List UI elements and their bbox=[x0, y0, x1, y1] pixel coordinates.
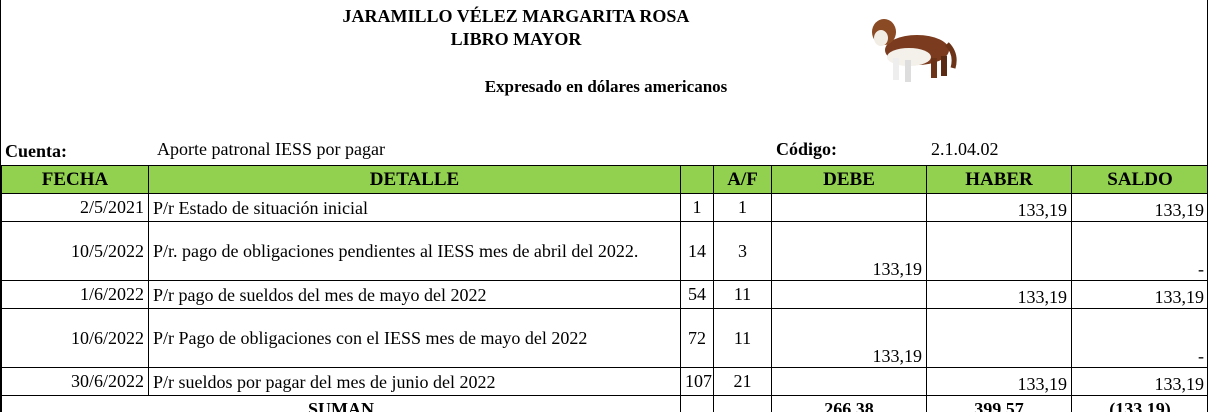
account-name: Aporte patronal IESS por pagar bbox=[157, 139, 385, 160]
col-header: DEBE bbox=[772, 166, 927, 194]
col-header bbox=[681, 166, 714, 194]
debit bbox=[772, 368, 927, 396]
detail: P/r Estado de situación inicial bbox=[149, 194, 681, 222]
date: 10/6/2022 bbox=[2, 309, 149, 368]
credit bbox=[927, 309, 1072, 368]
col-header: DETALLE bbox=[149, 166, 681, 194]
af: 11 bbox=[714, 281, 772, 309]
col-header: SALDO bbox=[1072, 166, 1208, 194]
empty bbox=[681, 396, 714, 412]
balance: 133,19 bbox=[1072, 194, 1208, 222]
credit: 133,19 bbox=[927, 368, 1072, 396]
folio: 14 bbox=[681, 222, 714, 281]
af: 11 bbox=[714, 309, 772, 368]
total-debit: 266,38 bbox=[772, 396, 927, 412]
ledger-page: JARAMILLO VÉLEZ MARGARITA ROSA LIBRO MAY… bbox=[0, 0, 1208, 412]
balance: 133,19 bbox=[1072, 281, 1208, 309]
af: 1 bbox=[714, 194, 772, 222]
credit bbox=[927, 222, 1072, 281]
col-header: FECHA bbox=[2, 166, 149, 194]
ledger-table: FECHA DETALLE A/F DEBE HABER SALDO 2/5/2… bbox=[1, 165, 1208, 412]
balance: - bbox=[1072, 309, 1208, 368]
folio: 1 bbox=[681, 194, 714, 222]
code-label: Código: bbox=[776, 139, 837, 160]
total-balance: (133,19) bbox=[1072, 396, 1208, 412]
empty bbox=[714, 396, 772, 412]
detail: P/r Pago de obligaciones con el IESS mes… bbox=[149, 309, 681, 368]
debit: 133,19 bbox=[772, 222, 927, 281]
total-credit: 399,57 bbox=[927, 396, 1072, 412]
folio: 54 bbox=[681, 281, 714, 309]
dog-icon bbox=[869, 10, 959, 85]
account-label: Cuenta: bbox=[5, 141, 67, 162]
credit: 133,19 bbox=[927, 194, 1072, 222]
af: 21 bbox=[714, 368, 772, 396]
col-header: HABER bbox=[927, 166, 1072, 194]
folio: 107 bbox=[681, 368, 714, 396]
currency-note: Expresado en dólares americanos bbox=[1, 77, 1208, 97]
debit: 133,19 bbox=[772, 309, 927, 368]
folio: 72 bbox=[681, 309, 714, 368]
debit bbox=[772, 281, 927, 309]
detail: P/r sueldos por pagar del mes de junio d… bbox=[149, 368, 681, 396]
account-code: 2.1.04.02 bbox=[931, 139, 999, 160]
totals-label: SUMAN bbox=[2, 396, 681, 412]
balance: - bbox=[1072, 222, 1208, 281]
date: 30/6/2022 bbox=[2, 368, 149, 396]
date: 10/5/2022 bbox=[2, 222, 149, 281]
col-header: A/F bbox=[714, 166, 772, 194]
detail: P/r pago de sueldos del mes de mayo del … bbox=[149, 281, 681, 309]
date: 2/5/2021 bbox=[2, 194, 149, 222]
detail: P/r. pago de obligaciones pendientes al … bbox=[149, 222, 681, 281]
credit: 133,19 bbox=[927, 281, 1072, 309]
date: 1/6/2022 bbox=[2, 281, 149, 309]
af: 3 bbox=[714, 222, 772, 281]
debit bbox=[772, 194, 927, 222]
balance: 133,19 bbox=[1072, 368, 1208, 396]
